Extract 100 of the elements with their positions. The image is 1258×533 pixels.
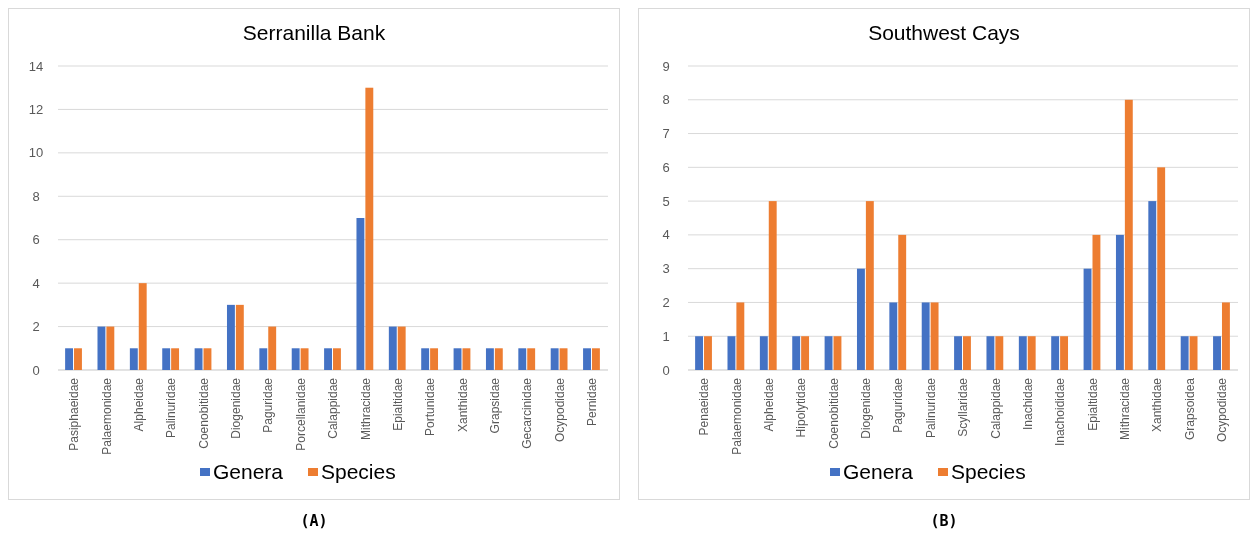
y-tick-label: 3 [662,261,670,277]
x-tick-label: Palaemonidae [729,377,744,455]
y-tick-label: 4 [662,227,670,243]
x-tick-label: Xanthidae [455,377,470,433]
bar [129,348,138,370]
bar [889,302,898,370]
x-tick-label: Calappidae [988,377,1003,439]
bar [898,234,907,370]
bar [235,304,244,370]
x-tick-label: Diogenidae [229,377,244,439]
y-tick-label: 10 [28,145,44,161]
bar [704,336,712,370]
x-tick-label: Diogenidae [859,377,874,439]
bar [921,302,930,370]
x-tick-label: Pernidae [585,377,600,427]
bar [1180,336,1189,370]
bar [1221,302,1230,370]
y-tick-label: 5 [662,193,670,209]
bar [527,348,536,370]
bar [421,348,430,370]
y-tick-label: 4 [32,275,40,291]
chart-title: Southwest Cays [868,21,1020,44]
bar [106,326,115,370]
bar [194,348,203,370]
y-tick-label: 0 [662,362,670,378]
bar [986,336,995,370]
x-tick-label: Palinuridae [923,377,938,439]
bar [259,348,268,370]
bar [550,348,559,370]
bar [1018,336,1027,370]
x-tick-label: Palinuridae [164,377,179,439]
bar [430,348,439,370]
bar [291,348,300,370]
y-tick-label: 14 [28,58,44,74]
bar [1027,336,1036,370]
bar [856,268,865,370]
y-tick-label: 9 [662,58,670,74]
bar [97,326,106,370]
bar [583,348,591,370]
bar [759,336,768,370]
bar [1189,336,1198,370]
bar [727,336,736,370]
bar [74,348,82,370]
x-tick-label: Xanthidae [1150,377,1165,433]
bar [1148,201,1157,370]
y-tick-label: 8 [32,188,40,204]
x-tick-label: Epialtidae [390,377,405,431]
y-tick-label: 0 [32,362,40,378]
x-tick-label: Alpheidae [131,377,146,432]
y-tick-label: 12 [28,101,44,117]
x-tick-label: Mithracidae [1118,377,1133,441]
x-tick-label: Epialtidae [1085,377,1100,431]
bar [695,336,704,370]
bar [518,348,527,370]
bar [356,218,365,370]
y-tick-label: 1 [662,328,670,344]
bar [736,302,745,370]
y-tick-label: 7 [662,126,670,142]
x-tick-label: Penaeidae [697,377,712,436]
x-tick-label: Inachidae [1020,377,1035,431]
x-tick-label: Coenobitidae [826,377,841,449]
y-tick-label: 8 [662,92,670,108]
x-tick-label: Grapsidae [488,377,503,434]
x-tick-label: Calappidae [326,377,341,439]
bar [1060,336,1069,370]
bar [995,336,1004,370]
bar [300,348,309,370]
bar [1124,99,1133,370]
x-tick-label: Ocypodidae [1215,377,1230,443]
text: (B) [930,512,958,530]
x-tick-label: Scyllaridae [956,377,971,437]
bar [453,348,462,370]
bar [268,326,277,370]
bar [65,348,74,370]
bar [494,348,503,370]
bar [963,336,971,370]
bar [485,348,494,370]
x-tick-label: Palaemonidae [99,377,114,455]
x-tick-label: Inachoididae [1053,377,1068,447]
x-tick-label: Paguridae [891,377,906,433]
bar [203,348,212,370]
legend-label: Species [951,460,1026,484]
bar [397,326,406,370]
bar [226,304,235,370]
bar [591,348,600,370]
y-tick-label: 2 [32,319,40,335]
bar [1092,234,1101,370]
x-tick-label: Porcellanidae [293,377,308,451]
legend-label: Genera [843,460,914,484]
legend-label: Genera [213,460,284,484]
x-tick-label: Ocypodidae [552,377,567,443]
bar [162,348,171,370]
bar [1115,234,1124,370]
bar [1051,336,1060,370]
bar [171,348,180,370]
bar [462,348,471,370]
y-tick-label: 6 [662,159,670,175]
text: (A) [300,512,328,530]
x-tick-label: Grapsoidea [1182,377,1197,441]
bar [559,348,568,370]
